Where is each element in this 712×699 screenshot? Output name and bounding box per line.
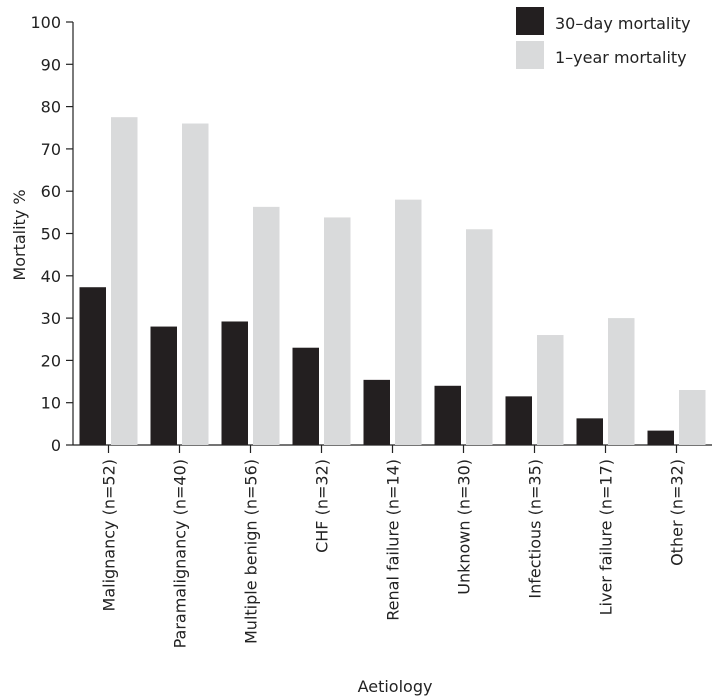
y-tick-label: 90 [41,55,61,74]
bar-30-day [647,430,674,445]
bar-30-day [576,418,603,445]
y-tick-label: 20 [41,351,61,370]
bars [79,117,706,446]
bar-1-year [395,199,422,445]
y-tick-label: 70 [41,140,61,159]
y-tick-label: 10 [41,394,61,413]
x-axis [73,444,712,453]
bar-1-year [111,117,138,446]
y-tick-label: 60 [41,182,61,201]
bar-1-year [324,217,351,445]
bar-30-day [434,385,461,445]
bar-30-day [292,347,319,445]
bar-30-day [505,396,532,445]
legend-label-30-day: 30–day mortality [555,14,691,33]
y-tick-label: 40 [41,267,61,286]
x-tick-label: Paramalignancy (n=40) [171,459,190,648]
x-tick-label: Unknown (n=30) [455,459,474,595]
y-tick-label: 0 [51,436,61,455]
x-tick-label: Renal failure (n=14) [384,459,403,621]
bar-1-year [537,335,564,445]
bar-30-day [221,321,248,445]
legend-label-1-year: 1–year mortality [555,48,687,67]
bar-1-year [182,123,209,446]
bar-1-year [608,318,635,445]
y-tick-label: 80 [41,98,61,117]
y-tick-label: 50 [41,225,61,244]
y-tick-label: 100 [30,13,61,32]
bar-30-day [150,326,177,445]
x-tick-label: Multiple benign (n=56) [242,459,261,644]
x-tick-label: Other (n=32) [668,459,687,566]
legend-swatch-1-year [516,41,544,69]
y-tick-label: 30 [41,309,61,328]
y-axis-title: Mortality % [10,189,29,280]
legend: 30–day mortality 1–year mortality [516,7,691,69]
x-tick-label: Malignancy (n=52) [100,459,119,611]
bar-1-year [466,229,493,445]
bar-1-year [253,206,280,445]
category-labels: Malignancy (n=52) Paramalignancy (n=40) Mu… [100,459,687,648]
bar-30-day [363,379,390,445]
x-tick-label: CHF (n=32) [313,459,332,553]
x-tick-label: Infectious (n=35) [526,459,545,599]
bar-30-day [79,287,106,445]
x-axis-title: Aetiology [358,677,433,696]
x-tick-label: Liver failure (n=17) [597,459,616,615]
bar-1-year [679,390,706,445]
y-axis: 0 10 20 30 40 50 60 70 80 90 100 [30,13,74,455]
legend-swatch-30-day [516,7,544,35]
